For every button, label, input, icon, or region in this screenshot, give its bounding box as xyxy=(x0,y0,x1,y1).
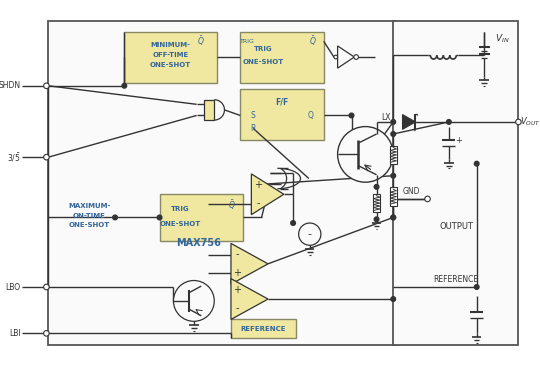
Circle shape xyxy=(391,174,396,178)
Circle shape xyxy=(391,120,396,124)
Text: ON-TIME: ON-TIME xyxy=(73,213,105,219)
Text: REFERENCE: REFERENCE xyxy=(241,326,286,332)
Circle shape xyxy=(391,215,396,220)
Polygon shape xyxy=(251,174,284,215)
Text: LBO: LBO xyxy=(5,283,21,292)
Circle shape xyxy=(391,215,396,220)
Polygon shape xyxy=(338,46,354,68)
Text: SHDN: SHDN xyxy=(0,81,21,90)
Bar xyxy=(48,21,396,346)
Circle shape xyxy=(391,132,396,136)
Circle shape xyxy=(516,119,521,125)
Circle shape xyxy=(157,215,162,220)
Text: +: + xyxy=(455,136,462,145)
Text: $\bar{Q}$: $\bar{Q}$ xyxy=(228,199,236,212)
Text: R: R xyxy=(251,124,256,133)
Circle shape xyxy=(474,161,479,166)
Text: S: S xyxy=(251,111,255,120)
Circle shape xyxy=(44,83,49,88)
Text: LX: LX xyxy=(381,113,390,122)
Bar xyxy=(159,194,243,240)
Circle shape xyxy=(44,330,49,336)
Circle shape xyxy=(291,221,295,225)
Text: ONE-SHOT: ONE-SHOT xyxy=(69,222,110,228)
Text: 3/$\bar{5}$: 3/$\bar{5}$ xyxy=(6,151,21,164)
Circle shape xyxy=(173,280,214,321)
Text: LBI: LBI xyxy=(9,329,21,338)
Text: MAXIMUM-: MAXIMUM- xyxy=(68,204,110,209)
Text: Q: Q xyxy=(308,111,314,120)
Circle shape xyxy=(122,84,127,88)
Text: OUTPUT: OUTPUT xyxy=(440,222,473,231)
Text: OFF-TIME: OFF-TIME xyxy=(153,52,189,58)
Circle shape xyxy=(374,217,379,222)
Text: +: + xyxy=(254,180,262,190)
Circle shape xyxy=(374,185,379,189)
Circle shape xyxy=(113,215,117,220)
Text: -: - xyxy=(235,249,239,259)
Text: -: - xyxy=(256,199,260,209)
Circle shape xyxy=(354,55,359,59)
Circle shape xyxy=(425,196,430,202)
Text: +: + xyxy=(233,285,241,295)
Circle shape xyxy=(338,127,393,182)
Polygon shape xyxy=(231,279,268,319)
Text: REFERENCE: REFERENCE xyxy=(434,275,479,284)
Bar xyxy=(393,21,518,346)
Polygon shape xyxy=(231,243,268,284)
Text: TRIG: TRIG xyxy=(240,39,255,44)
Text: -: - xyxy=(308,229,312,239)
Text: -: - xyxy=(235,303,239,313)
Text: MINIMUM-: MINIMUM- xyxy=(151,42,191,48)
Bar xyxy=(373,194,380,212)
Text: $V_{OUT}$: $V_{OUT}$ xyxy=(520,116,540,128)
Circle shape xyxy=(334,55,338,59)
Bar xyxy=(231,319,296,338)
Bar xyxy=(389,187,397,206)
Text: GND: GND xyxy=(403,187,421,196)
Circle shape xyxy=(349,113,354,118)
Text: ONE-SHOT: ONE-SHOT xyxy=(159,221,200,227)
Bar xyxy=(240,32,323,83)
Polygon shape xyxy=(402,115,415,130)
Circle shape xyxy=(44,284,49,290)
Text: +: + xyxy=(233,268,241,278)
Text: TRIG: TRIG xyxy=(254,46,273,52)
Text: ONE-SHOT: ONE-SHOT xyxy=(150,63,191,68)
Text: $\bar{Q}$: $\bar{Q}$ xyxy=(309,34,316,48)
Text: $\bar{Q}$: $\bar{Q}$ xyxy=(197,34,204,48)
Circle shape xyxy=(44,154,49,160)
Text: TRIG: TRIG xyxy=(171,206,189,212)
Bar xyxy=(240,90,323,141)
Circle shape xyxy=(447,120,451,124)
Bar xyxy=(389,145,397,164)
Text: MAX756: MAX756 xyxy=(176,238,221,248)
Bar xyxy=(124,32,217,83)
Text: ONE-SHOT: ONE-SHOT xyxy=(243,59,284,65)
Circle shape xyxy=(391,297,396,302)
Polygon shape xyxy=(204,100,214,120)
Text: $V_{IN}$: $V_{IN}$ xyxy=(495,32,510,45)
Circle shape xyxy=(474,285,479,289)
Text: F/F: F/F xyxy=(275,98,288,107)
Circle shape xyxy=(299,223,321,245)
